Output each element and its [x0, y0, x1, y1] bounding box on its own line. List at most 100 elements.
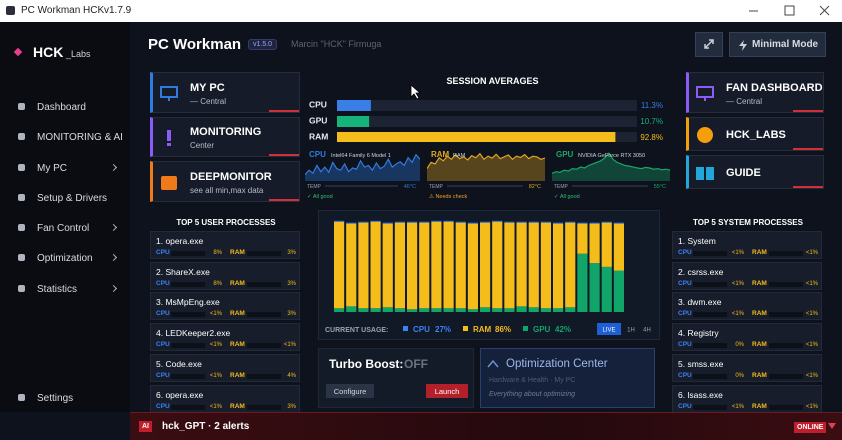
- title-bar: PC Workman HCK v1.7.9: [0, 0, 842, 22]
- cpu-value: <1%: [731, 311, 744, 318]
- nav-item[interactable]: MONITORING & AI: [0, 124, 130, 150]
- status-text[interactable]: hck_GPT · 2 alerts: [162, 421, 250, 432]
- stacked-bar: [565, 222, 576, 308]
- stacked-bar: [601, 222, 612, 267]
- stacked-bar: [589, 263, 600, 312]
- card-title: MY PC: [190, 81, 225, 94]
- stacked-bar: [553, 222, 564, 224]
- ram-value: <1%: [805, 342, 818, 349]
- launch-button[interactable]: Launch: [426, 384, 468, 398]
- ram-value: <1%: [805, 250, 818, 256]
- card-icon: [695, 164, 715, 182]
- window-version: v1.7.9: [104, 5, 132, 16]
- process-name: 3. MsMpEng.exe: [156, 297, 220, 308]
- stacked-bar: [455, 308, 466, 312]
- stacked-bar: [492, 220, 503, 222]
- icon: [696, 167, 714, 180]
- ram-track: [247, 281, 281, 287]
- stacked-bar: [528, 307, 539, 312]
- sparkline-area: [305, 154, 420, 181]
- nav-icon: [18, 164, 25, 171]
- cpu-label: CPU: [678, 371, 692, 379]
- stacked-bar: [334, 221, 345, 309]
- optimization-panel[interactable]: Optimization Center Hardware & Health · …: [480, 348, 655, 408]
- monitor-model: RAM: [453, 153, 466, 159]
- stacked-bar: [553, 223, 564, 309]
- nav-item[interactable]: My PC: [0, 155, 130, 181]
- legend-swatch: [523, 326, 528, 331]
- process-name: 2. csrss.exe: [678, 266, 724, 277]
- monitor-card: RAM RAM TEMP 82°C ⚠ Needs check: [426, 148, 546, 200]
- range-button[interactable]: LIVE: [602, 328, 615, 334]
- icon-shape: [706, 167, 714, 180]
- bolt-icon: [739, 40, 747, 51]
- nav-chevron: [109, 284, 118, 293]
- card-title: HCK_LABS: [726, 129, 786, 141]
- card-accent: [793, 186, 823, 188]
- icon-shape: [696, 167, 704, 180]
- bar-track: [337, 100, 637, 111]
- card-subtitle: Center: [190, 141, 215, 150]
- icon: [697, 127, 713, 143]
- nav-card[interactable]: MY PC — Central: [150, 72, 300, 113]
- monitor-name: GPU: [556, 150, 574, 159]
- sparkline: RAM RAM TEMP 82°C ⚠ Needs check: [426, 150, 546, 200]
- stacked-bar: [467, 222, 478, 224]
- minimal-mode-button[interactable]: Minimal Mode: [729, 32, 826, 57]
- configure-button[interactable]: Configure: [326, 384, 374, 398]
- nav-item[interactable]: Dashboard: [0, 94, 130, 120]
- nav-card[interactable]: MONITORING Center: [150, 117, 300, 157]
- cpu-label: CPU: [678, 249, 692, 256]
- ram-track: [769, 281, 803, 287]
- range-button[interactable]: 1H: [627, 328, 635, 334]
- stacked-bar: [358, 308, 369, 312]
- expand-button[interactable]: [695, 32, 723, 57]
- mouse-cursor: [410, 84, 422, 100]
- nav-item[interactable]: Fan Control: [0, 215, 130, 241]
- nav-item[interactable]: Statistics: [0, 276, 130, 302]
- stacked-bar: [346, 306, 357, 312]
- cpu-value: 8%: [213, 250, 222, 256]
- dropdown-arrow[interactable]: [828, 423, 836, 429]
- stacked-bar: [394, 222, 405, 309]
- card-icon: [159, 85, 179, 103]
- process-row: 6. opera.exe CPU <1% RAM 3%: [150, 384, 300, 413]
- brand-sub: _Labs: [66, 49, 91, 59]
- nav-icon: [18, 194, 25, 201]
- card-accent: [269, 199, 299, 201]
- process-name: 5. Code.exe: [156, 358, 202, 369]
- ram-track: [769, 312, 803, 318]
- nav-label: Setup & Drivers: [37, 192, 108, 204]
- bar-track: [337, 116, 637, 127]
- sparkline-area: [552, 153, 670, 181]
- window-controls[interactable]: [740, 0, 842, 22]
- process-row: 2. ShareX.exe CPU 8% RAM 3%: [150, 261, 300, 290]
- nav-card[interactable]: HCK_LABS: [686, 117, 824, 151]
- nav-settings[interactable]: Settings: [0, 385, 130, 411]
- cpu-track: [171, 251, 205, 256]
- icon-shape: [696, 85, 714, 98]
- nav-card[interactable]: DEEPMONITOR see all min,max data: [150, 161, 300, 202]
- card-subtitle: see all min,max data: [190, 185, 264, 195]
- card-title: DEEPMONITOR: [190, 170, 272, 183]
- ram-track: [247, 373, 281, 379]
- header-version: v1.5.0: [248, 39, 278, 50]
- range-button[interactable]: 4H: [643, 328, 651, 334]
- stacked-bar: [540, 222, 551, 309]
- cpu-label: CPU: [678, 402, 692, 410]
- header-author: Marcin "HCK" Firmuga: [291, 39, 382, 49]
- icon-shape: [167, 143, 171, 146]
- stacked-bar: [577, 223, 588, 254]
- stacked-bar: [334, 220, 345, 222]
- nav-item[interactable]: Setup & Drivers: [0, 185, 130, 211]
- nav-item[interactable]: Optimization: [0, 245, 130, 271]
- ram-value: <1%: [283, 342, 296, 349]
- nav-card[interactable]: FAN DASHBOARD — Central: [686, 72, 824, 113]
- ram-value: 4%: [287, 372, 296, 379]
- icon: [167, 130, 171, 146]
- cpu-value: <1%: [209, 311, 222, 318]
- legend-value: 42%: [555, 325, 571, 334]
- stacked-bar: [504, 222, 515, 309]
- nav-card[interactable]: GUIDE: [686, 155, 824, 189]
- monitor-model: Intel64 Family 6 Model 1: [331, 153, 391, 159]
